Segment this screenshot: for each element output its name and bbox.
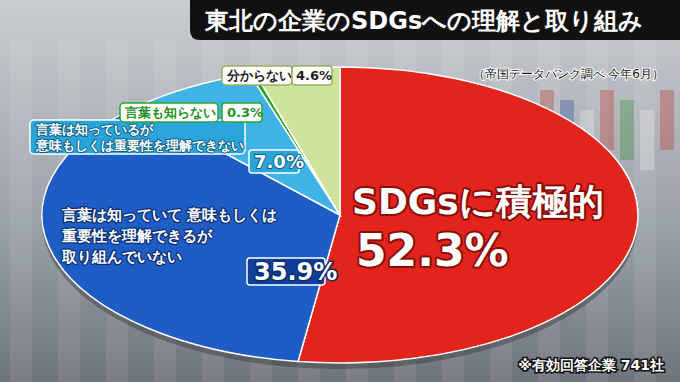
background: [0, 0, 680, 382]
label-box: [120, 103, 218, 122]
text-line: 分からない: [226, 68, 292, 83]
data-label: 0.3%: [227, 105, 263, 120]
text-line: SDGsに積極的: [352, 181, 604, 222]
text-line: 7.0%: [254, 151, 304, 172]
category-label: 言葉は知っていて 意味もしくは重要性を理解できるが取り組んでいない: [61, 206, 277, 266]
title-bar: [190, 0, 680, 40]
text-line: 0.3%: [227, 105, 263, 120]
pie-slice: [298, 67, 638, 363]
text-line: 取り組んでいない: [61, 248, 182, 266]
pie: [42, 67, 638, 363]
label-box: [30, 120, 245, 154]
label-box: [222, 66, 292, 85]
backdrop-stripe: [10, 40, 32, 382]
backdrop-flag: [640, 110, 654, 170]
data-label: 7.0%: [254, 151, 304, 172]
backdrop-flag: [620, 100, 634, 160]
data-label: 4.6%: [296, 68, 332, 83]
data-label: 52.3%: [356, 225, 509, 276]
text-line: 言葉も知らない: [124, 105, 216, 120]
annotation: ※有効回答企業 741社: [518, 357, 664, 373]
category-label: 言葉は知っているが意味もしくは重要性を理解できない: [35, 122, 244, 153]
text-line: 4.6%: [296, 68, 332, 83]
text-line: 意味もしくは重要性を理解できない: [35, 138, 244, 153]
text-line: 言葉は知っていて 意味もしくは: [61, 206, 277, 224]
value-box: [292, 66, 332, 85]
text-line: 言葉は知っているが: [35, 122, 154, 137]
backdrop-flag: [660, 90, 674, 150]
labels: SDGsに積極的52.3% 言葉は知っていて 意味もしくは重要性を理解できるが取り…: [30, 66, 604, 286]
data-label: 35.9%: [254, 258, 337, 286]
category-label: 言葉も知らない: [124, 105, 216, 120]
backdrop-flag: [600, 90, 614, 150]
text-line: 重要性を理解できるが: [61, 227, 213, 245]
title: 東北の企業のSDGsへの理解と取り組み: [204, 7, 643, 35]
pie-slice: [255, 67, 340, 215]
source: （帝国データバンク調べ 今年6月）: [473, 67, 664, 81]
category-label: SDGsに積極的: [352, 181, 604, 222]
text-line: 35.9%: [254, 258, 337, 286]
category-label: 分からない: [226, 68, 292, 83]
chart-canvas: 東北の企業のSDGsへの理解と取り組み SDGsに積極的52.3% 言葉は知っていて…: [0, 0, 680, 382]
text-line: 52.3%: [356, 225, 509, 276]
